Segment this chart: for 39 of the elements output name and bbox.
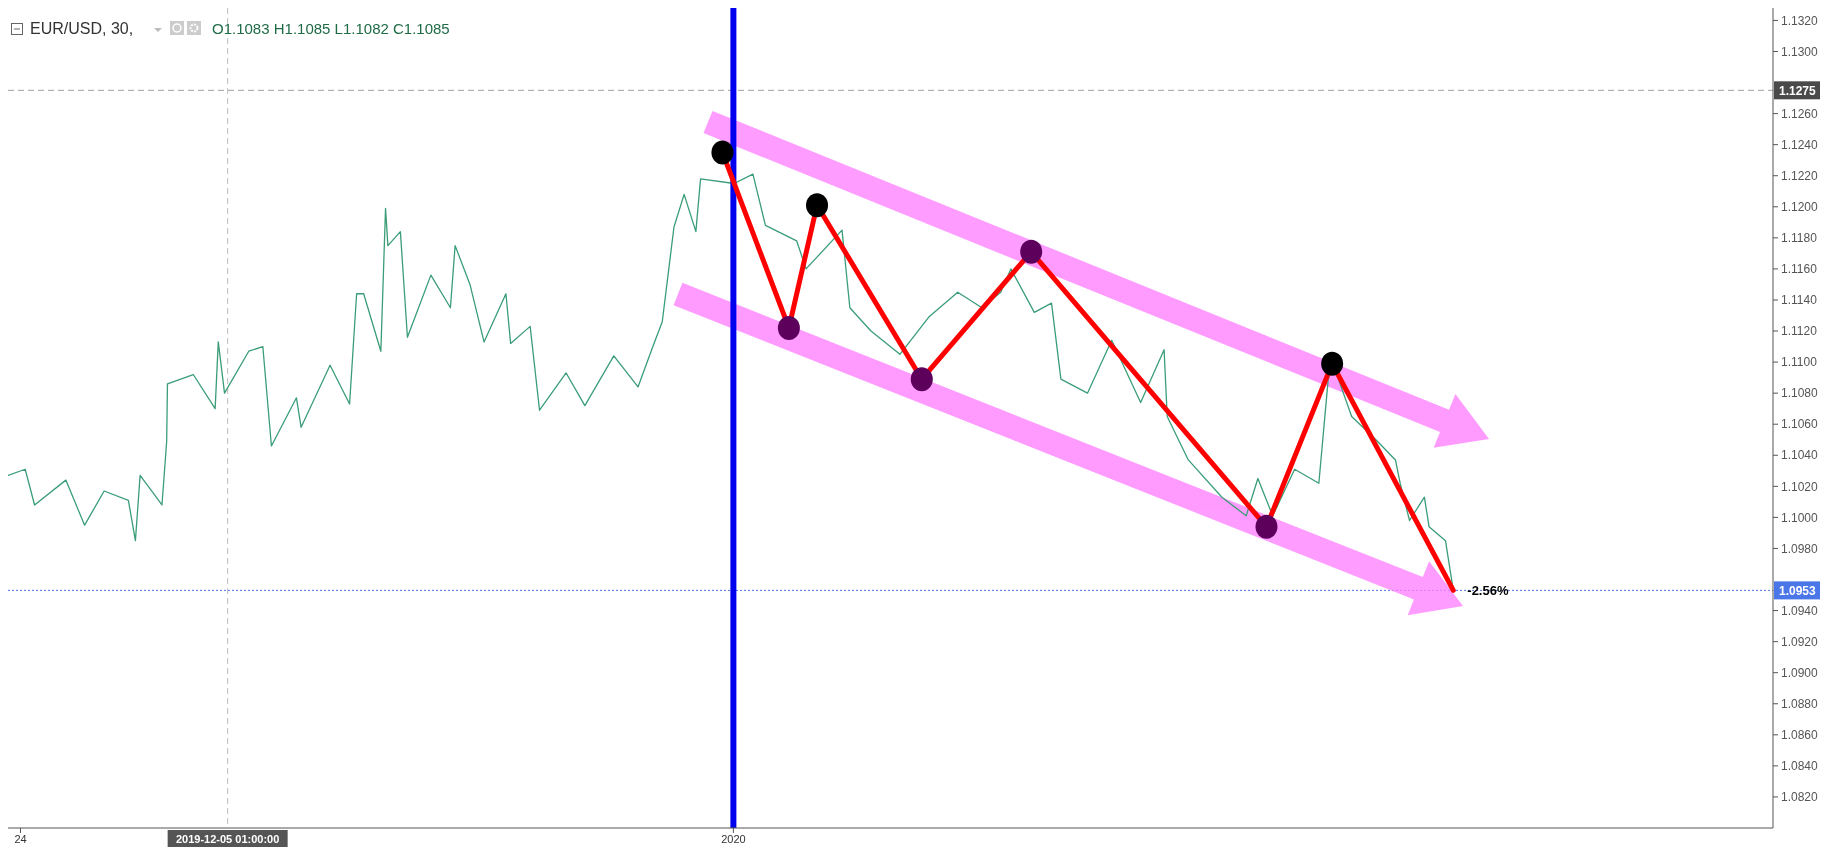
- y-tick-label: 1.1160: [1781, 262, 1818, 277]
- y-tick-label: 1.1300: [1781, 44, 1819, 59]
- text: EUR/USD, 30,: [30, 20, 134, 37]
- point: [1321, 351, 1344, 376]
- y-tick-label: 1.1320: [1781, 13, 1819, 28]
- y-tick-label: 1.0860: [1781, 728, 1819, 743]
- y-tick-label: 1.0820: [1781, 790, 1819, 805]
- y-tick-label: 1.0920: [1781, 634, 1819, 649]
- ref-line-label: 1.1275: [1779, 83, 1817, 98]
- y-tick-label: 1.1100: [1781, 355, 1818, 370]
- point: [806, 193, 829, 218]
- x-tick-label: 24: [14, 833, 27, 845]
- y-tick-label: 1.1000: [1781, 510, 1819, 525]
- text: O1.1083 H1.1085 L1.1082 C1.1085: [212, 20, 450, 37]
- y-tick-label: 1.0940: [1781, 603, 1819, 618]
- y-tick-label: 1.1060: [1781, 417, 1819, 432]
- y-tick-label: 1.1140: [1781, 293, 1818, 308]
- annotation: -2.56%: [1467, 582, 1509, 598]
- y-tick-label: 1.0840: [1781, 759, 1819, 774]
- y-tick-label: 1.1040: [1781, 448, 1819, 463]
- y-tick-label: 1.0980: [1781, 541, 1819, 556]
- y-tick-label: 1.1180: [1781, 231, 1818, 246]
- y-tick-label: 1.1220: [1781, 168, 1819, 183]
- y-tick-label: 1.1120: [1781, 324, 1818, 339]
- y-tick-label: 1.1260: [1781, 106, 1819, 121]
- y-tick-label: 1.1020: [1781, 479, 1819, 494]
- point: [910, 367, 933, 392]
- y-tick-label: 1.1240: [1781, 137, 1819, 152]
- ref-line-label: 1.0953: [1779, 583, 1817, 598]
- point: [1020, 239, 1043, 264]
- x-tick-label: 2020: [721, 833, 746, 845]
- y-tick-label: 1.1080: [1781, 386, 1819, 401]
- y-tick-label: 1.1200: [1781, 199, 1819, 214]
- y-tick-label: 1.0900: [1781, 665, 1819, 680]
- ref-line-label: 2019-12-05 01:00:00: [175, 832, 280, 845]
- point: [1255, 514, 1278, 539]
- point: [777, 315, 800, 340]
- point: [711, 140, 734, 165]
- y-tick-label: 1.0880: [1781, 696, 1819, 711]
